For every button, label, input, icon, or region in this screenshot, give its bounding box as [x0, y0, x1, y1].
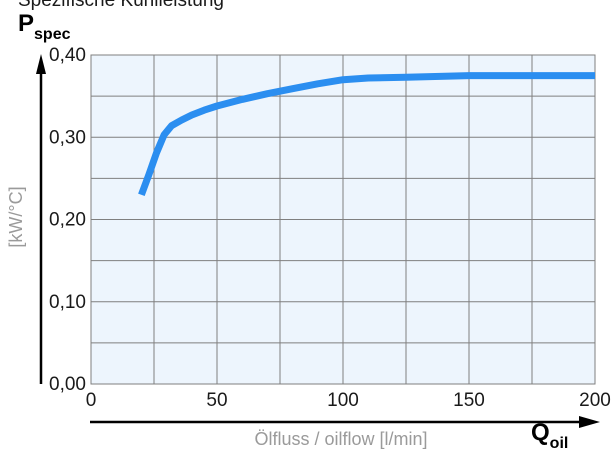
y-axis-arrowhead	[36, 54, 46, 74]
y-tick-labels: 0,00 0,10 0,20 0,30 0,40	[49, 45, 86, 395]
series-line	[138, 72, 595, 197]
x-tick-label: 100	[327, 390, 359, 411]
x-axis-label: Ölfluss / oilflow [l/min]	[254, 429, 427, 449]
x-tick-labels: 0 50 100 150 200	[86, 390, 611, 411]
x-axis	[90, 416, 600, 428]
plot-frame	[90, 54, 596, 385]
y-tick-label: 0,00	[49, 374, 86, 395]
y-axis	[36, 54, 46, 384]
y-symbol: Pspec	[18, 10, 71, 43]
y-tick-label: 0,30	[49, 127, 86, 148]
y-tick-label: 0,40	[49, 45, 86, 66]
chart-caption: Spezifische Kühlleistung	[18, 0, 224, 11]
grid	[91, 55, 595, 384]
x-tick-label: 50	[206, 390, 227, 411]
y-tick-label: 0,10	[49, 292, 86, 313]
x-symbol: Qoil	[531, 419, 568, 452]
series	[138, 72, 595, 197]
x-axis-arrowhead	[579, 416, 600, 428]
y-axis-label: [kW/°C]	[6, 186, 26, 247]
x-tick-label: 200	[579, 390, 611, 411]
x-tick-label: 0	[86, 390, 97, 411]
x-tick-label: 150	[453, 390, 485, 411]
y-tick-label: 0,20	[49, 210, 86, 231]
